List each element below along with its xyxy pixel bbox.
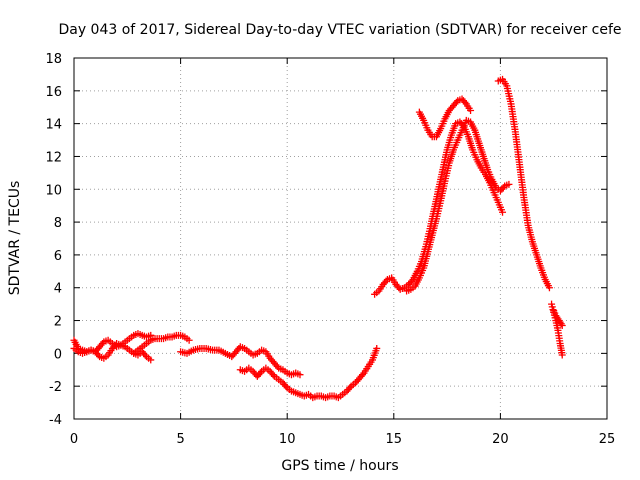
data-point [505,180,513,188]
data-point [408,277,416,285]
data-point [467,107,475,115]
data-point [499,184,507,192]
data-point [296,371,304,379]
x-tick-label: 15 [386,432,403,447]
x-tick-label: 5 [176,432,184,447]
data-point [346,384,354,392]
data-point [557,320,565,328]
data-point [98,340,106,348]
data-point [558,321,566,329]
y-tick-label: 10 [45,183,62,198]
y-axis-label: SDTVAR / TECUs [7,181,23,296]
y-tick-label: 2 [54,315,62,330]
x-axis-label: GPS time / hours [281,458,398,474]
data-points [70,75,566,402]
y-tick-label: 16 [45,85,62,100]
x-tick-label: 25 [599,432,616,447]
plot-frame [73,57,608,420]
data-point [282,382,290,390]
chart-title: Day 043 of 2017, Sidereal Day-to-day VTE… [58,22,621,38]
data-point [256,369,264,377]
data-point [273,362,281,370]
grid [74,58,607,419]
data-point [499,208,507,216]
y-tick-label: 8 [54,216,62,231]
data-point [359,371,367,379]
data-point [545,284,553,292]
data-point [461,98,469,106]
y-tick-label: 0 [54,347,62,362]
x-tick-label: 10 [279,432,296,447]
data-point [141,351,149,359]
y-tick-label: 12 [45,150,62,165]
x-tick-label: 20 [492,432,509,447]
data-point [147,356,155,364]
y-tick-label: -4 [49,413,62,428]
y-tick-label: -2 [49,380,62,395]
x-tick-labels: 0 5 10 15 20 25 [70,432,615,447]
axis-ticks [73,57,608,420]
data-point [373,344,381,352]
y-tick-label: 6 [54,249,62,264]
data-point [558,351,566,359]
data-point [269,371,277,379]
data-point [94,351,102,359]
y-tick-label: 4 [54,282,62,297]
x-tick-label: 0 [70,432,78,447]
y-tick-labels: -4 -2 0 2 4 6 8 10 12 14 16 18 [45,52,62,428]
y-tick-label: 18 [45,52,62,67]
data-point [382,277,390,285]
y-tick-label: 14 [45,118,62,133]
data-point [185,336,193,344]
data-point [452,98,460,106]
